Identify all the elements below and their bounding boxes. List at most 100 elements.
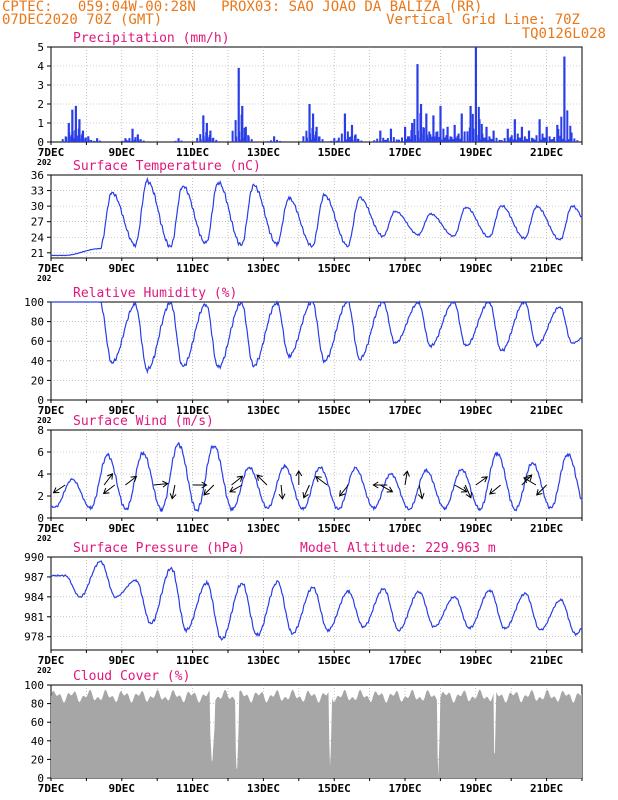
precip-bar [548, 136, 551, 142]
wind-vector [315, 476, 328, 486]
y-tick-label: 2 [37, 98, 44, 111]
precip-bar [569, 125, 572, 142]
model-code: TQ0126L028 [521, 26, 606, 42]
x-tick-label: 19DEC [459, 522, 492, 535]
x-tick-label: 11DEC [176, 782, 209, 795]
precip-bar [81, 141, 84, 142]
precip-bar [469, 105, 472, 142]
precip-bar [206, 138, 209, 142]
x-tick-label: 17DEC [388, 146, 421, 159]
precip-bar [71, 131, 74, 142]
y-tick-label: 981 [24, 611, 44, 624]
precip-bar [541, 133, 544, 142]
precip-bar [471, 113, 474, 142]
wind-vector [102, 484, 116, 495]
precip-bar [376, 138, 379, 142]
precip-bar [485, 126, 488, 142]
wind-vector [379, 484, 394, 493]
precip-bar [344, 139, 347, 142]
precip-bar [75, 140, 78, 142]
precip-bar [533, 139, 536, 142]
wind-vector [103, 473, 114, 486]
precip-bar [241, 137, 244, 142]
precip-bar [454, 137, 457, 142]
precip-bar [510, 135, 513, 142]
y-tick-label: 0 [37, 136, 44, 149]
x-tick-label: 7DEC [38, 522, 65, 535]
precip-bar [488, 136, 491, 142]
precip-bar [484, 137, 487, 142]
series-line [50, 442, 583, 513]
y-tick-label: 0 [37, 394, 44, 407]
precip-bar [351, 139, 354, 142]
precip-bar [432, 115, 435, 142]
precip-bar [318, 136, 321, 142]
cloud-cover-area [51, 689, 582, 778]
precip-bar [478, 119, 481, 142]
panel-frame [50, 556, 583, 651]
panel-title: Relative Humidity (%) [73, 286, 237, 301]
x-tick-label: 11DEC [176, 146, 209, 159]
wind-vector [417, 484, 425, 500]
precip-bar [456, 135, 459, 142]
precip-bar [347, 136, 350, 142]
precip-bar [532, 138, 535, 142]
precip-bar [237, 67, 240, 142]
x-tick-label: 21DEC [530, 146, 563, 159]
precip-bar [93, 140, 96, 142]
series-line [51, 300, 583, 375]
y-tick-label: 4 [37, 468, 44, 481]
series-1 [50, 176, 583, 257]
precip-bar [333, 138, 336, 142]
precip-bar [553, 136, 556, 142]
precip-bar [96, 138, 99, 142]
precip-bar [457, 133, 460, 142]
precip-bar [205, 123, 208, 142]
precip-bar [270, 140, 273, 142]
precip-bar [429, 134, 432, 142]
precip-bar [551, 139, 554, 142]
precip-bar [348, 140, 351, 142]
precip-bar [395, 139, 398, 142]
precip-bar [90, 139, 93, 142]
precip-bar [474, 47, 477, 142]
wind-vector [489, 484, 501, 495]
precip-bar [128, 138, 131, 142]
precip-bar [562, 138, 565, 142]
precip-bar [544, 137, 547, 142]
precip-bar [530, 137, 533, 142]
precip-bar [509, 137, 512, 142]
x-tick-label: 19DEC [459, 782, 492, 795]
panel-2: 0 20 40 60 80 100 7DEC 9DEC 11DEC 13DEC 15DEC 17DEC… [24, 286, 583, 425]
precip-bar [407, 136, 409, 142]
y-tick-label: 80 [31, 698, 44, 711]
y-tick-label: 30 [31, 200, 44, 213]
precip-bar [416, 130, 419, 142]
panel-title: Surface Pressure (hPa) [73, 541, 245, 556]
panel-annotation: Model Altitude: 229.963 m [300, 541, 496, 556]
precip-bar [350, 124, 354, 142]
series-2 [51, 300, 583, 375]
precip-bar [336, 140, 339, 142]
precip-bar [360, 140, 363, 142]
y-tick-label: 984 [24, 591, 44, 604]
precip-bar [507, 138, 510, 142]
precip-bar [267, 141, 270, 142]
panel-frame [50, 429, 583, 519]
precip-bar [521, 140, 524, 142]
x-tick-label: 19DEC [459, 654, 492, 667]
precip-bar [130, 140, 133, 142]
precip-bar [134, 137, 137, 142]
precip-bar [231, 130, 234, 142]
precip-bar [234, 120, 237, 142]
x-tick-label: 17DEC [388, 782, 421, 795]
x-tick-label: 17DEC [388, 404, 421, 417]
y-tick-label: 21 [31, 247, 44, 260]
precip-bar [482, 137, 485, 142]
precip-bar [133, 139, 136, 142]
x-tick-label: 11DEC [176, 522, 209, 535]
x-tick-label: 9DEC [109, 146, 136, 159]
panel-title: Surface Wind (m/s) [73, 414, 214, 429]
precip-bar [560, 116, 563, 142]
